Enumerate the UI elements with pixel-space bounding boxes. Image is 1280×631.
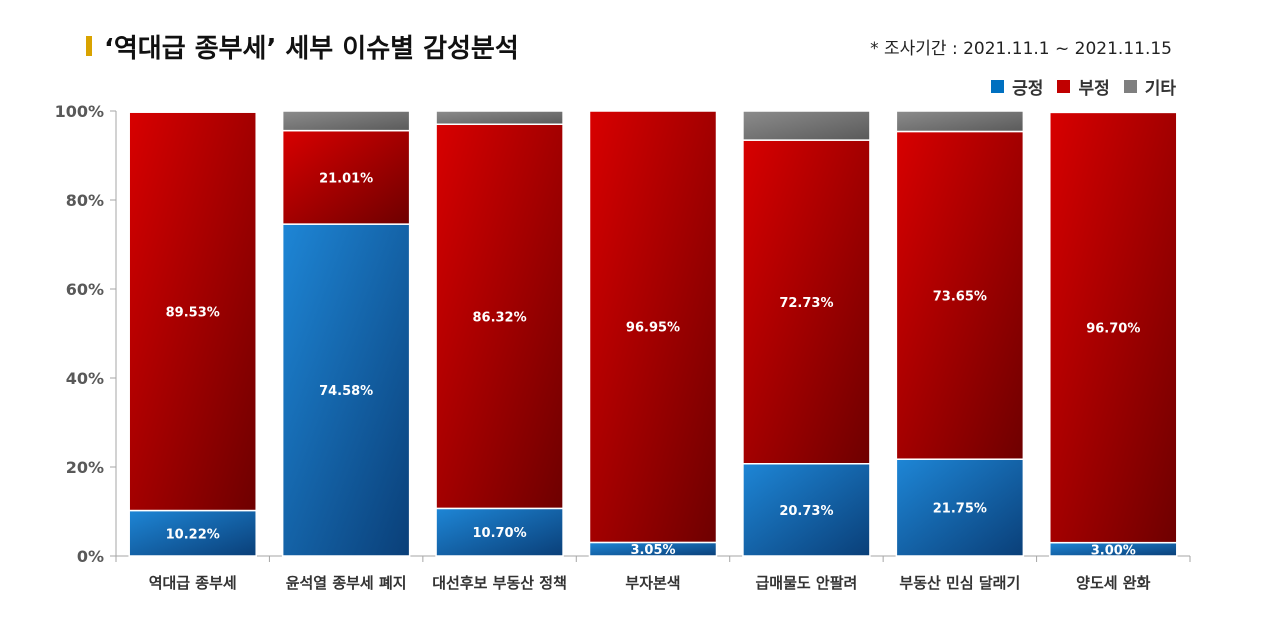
- bar-segment-other: [895, 110, 1025, 133]
- bar-segment-other: [281, 110, 411, 132]
- data-label-negative: 73.65%: [933, 289, 987, 304]
- bar-segment-positive: [128, 509, 257, 557]
- y-tick-label: 60%: [66, 280, 104, 299]
- x-tick-label: 대선후보 부동산 정책: [432, 574, 567, 592]
- legend-item-positive: 긍정: [991, 74, 1043, 99]
- y-tick-label: 80%: [66, 191, 104, 210]
- bar-segment-positive: [281, 223, 411, 557]
- bar-segment-negative: [435, 123, 564, 510]
- data-label-negative: 96.70%: [1086, 321, 1140, 336]
- bar-segment-negative: [1049, 111, 1178, 544]
- bar-segment-other: [435, 110, 564, 126]
- legend-label-other: 기타: [1144, 79, 1176, 99]
- x-tick-label: 양도세 완화: [1076, 574, 1150, 592]
- data-label-positive: 3.00%: [1091, 543, 1136, 558]
- x-tick-label: 급매물도 안팔려: [756, 574, 858, 592]
- x-tick-label: 부동산 민심 달래기: [899, 574, 1020, 592]
- legend-swatch-positive: [991, 80, 1005, 93]
- y-tick-label: 100%: [55, 102, 104, 121]
- chart-title: ‘역대급 종부세’ 세부 이슈별 감성분석: [104, 34, 519, 64]
- bar-segment-other: [128, 110, 257, 113]
- bar-segment-negative: [895, 130, 1025, 460]
- x-tick-label: 윤석열 종부세 폐지: [286, 574, 407, 592]
- data-label-negative: 72.73%: [779, 296, 833, 311]
- legend-item-negative: 부정: [1057, 74, 1110, 99]
- legend-label-positive: 긍정: [1012, 79, 1044, 99]
- data-label-negative: 86.32%: [472, 310, 526, 325]
- bar-segment-negative: [281, 129, 411, 225]
- legend-swatch-negative: [1057, 80, 1071, 93]
- data-label-negative: 89.53%: [166, 305, 220, 320]
- x-tick-label: 부자본색: [625, 574, 680, 592]
- legend: 긍정 부정 기타: [991, 74, 1176, 99]
- x-tick-label: 역대급 종부세: [149, 574, 237, 592]
- legend-swatch-other: [1123, 80, 1137, 93]
- legend-item-other: 기타: [1123, 74, 1176, 99]
- data-label-negative: 21.01%: [319, 171, 373, 186]
- bar-segment-other: [742, 110, 871, 141]
- data-label-negative: 96.95%: [626, 321, 680, 336]
- bar-segment-negative: [742, 139, 871, 465]
- bar-segment-negative: [128, 111, 257, 512]
- data-label-positive: 10.70%: [472, 526, 526, 541]
- data-label-positive: 74.58%: [319, 384, 373, 399]
- y-tick-label: 20%: [66, 458, 104, 477]
- title-accent-bar: [86, 36, 92, 56]
- legend-label-negative: 부정: [1078, 79, 1110, 99]
- survey-period: * 조사기간 : 2021.11.1 ~ 2021.11.15: [870, 39, 1172, 59]
- y-tick-label: 0%: [77, 547, 104, 566]
- bar-segment-negative: [588, 110, 718, 544]
- data-label-positive: 20.73%: [779, 504, 833, 519]
- y-tick-label: 40%: [66, 369, 104, 388]
- data-label-positive: 3.05%: [630, 543, 675, 558]
- data-label-positive: 10.22%: [166, 527, 220, 542]
- data-label-positive: 21.75%: [933, 502, 987, 517]
- bar-segment-other: [1049, 110, 1178, 114]
